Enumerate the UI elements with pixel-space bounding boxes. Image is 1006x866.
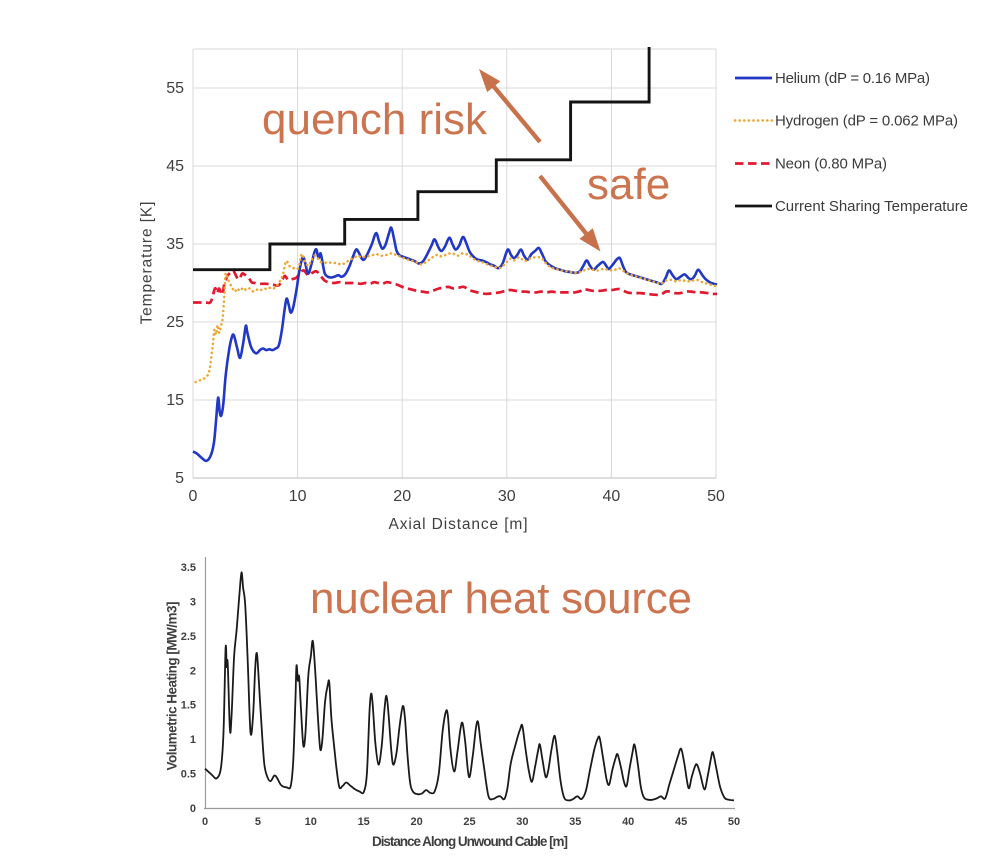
svg-text:35: 35	[166, 236, 184, 253]
svg-text:0: 0	[189, 488, 198, 505]
svg-text:2: 2	[190, 665, 196, 677]
svg-text:45: 45	[166, 158, 184, 175]
svg-text:40: 40	[622, 816, 634, 828]
svg-text:Volumetric Heating [MW/m3]: Volumetric Heating [MW/m3]	[165, 602, 180, 771]
svg-text:quench risk: quench risk	[262, 95, 488, 144]
svg-text:10: 10	[305, 816, 317, 828]
svg-text:50: 50	[728, 816, 740, 828]
svg-text:20: 20	[410, 816, 422, 828]
svg-text:55: 55	[166, 80, 184, 97]
svg-text:nuclear heat source: nuclear heat source	[310, 574, 692, 623]
svg-text:40: 40	[603, 488, 621, 505]
svg-text:1.5: 1.5	[181, 700, 196, 712]
svg-text:30: 30	[498, 488, 516, 505]
svg-text:30: 30	[516, 816, 528, 828]
svg-text:Neon (0.80 MPa): Neon (0.80 MPa)	[775, 156, 887, 173]
svg-text:25: 25	[463, 816, 475, 828]
svg-text:15: 15	[358, 816, 370, 828]
svg-text:Helium (dP = 0.16 MPa): Helium (dP = 0.16 MPa)	[775, 70, 930, 87]
svg-text:5: 5	[175, 470, 184, 487]
svg-text:35: 35	[569, 816, 581, 828]
svg-text:Temperature [K]: Temperature [K]	[139, 202, 156, 325]
svg-text:45: 45	[675, 816, 687, 828]
svg-text:15: 15	[166, 392, 184, 409]
svg-text:0: 0	[202, 816, 208, 828]
svg-text:5: 5	[255, 816, 261, 828]
svg-text:Axial Distance [m]: Axial Distance [m]	[389, 516, 528, 533]
svg-text:1: 1	[190, 734, 196, 746]
svg-text:Distance Along Unwound Cable [: Distance Along Unwound Cable [m]	[372, 834, 568, 849]
svg-text:safe: safe	[587, 160, 670, 209]
svg-text:Current Sharing Temperature: Current Sharing Temperature	[775, 198, 968, 215]
svg-text:3: 3	[190, 596, 196, 608]
svg-text:20: 20	[393, 488, 411, 505]
svg-text:2.5: 2.5	[181, 631, 196, 643]
svg-text:3.5: 3.5	[181, 562, 196, 574]
svg-text:Hydrogen (dP = 0.062 MPa): Hydrogen (dP = 0.062 MPa)	[775, 113, 958, 130]
svg-text:10: 10	[289, 488, 307, 505]
svg-text:50: 50	[707, 488, 725, 505]
svg-text:25: 25	[166, 314, 184, 331]
svg-text:0.5: 0.5	[181, 769, 196, 781]
svg-text:0: 0	[190, 803, 196, 815]
